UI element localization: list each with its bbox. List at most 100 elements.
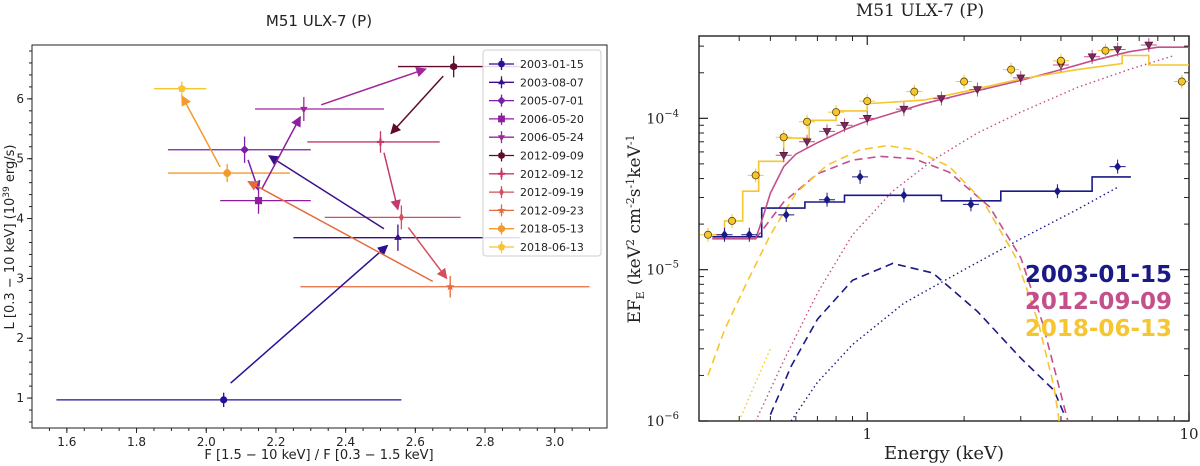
left-chart: M51 ULX-7 (P) 1.6 1.8 2.0 2.2 2.4 2.6 2.8 3.0 1 2… xyxy=(2,12,608,463)
left-plot-area xyxy=(56,55,590,408)
x-tick-label: 1.8 xyxy=(127,435,146,449)
spectral-point-2018-06-13 xyxy=(775,130,792,145)
legend-entry-2012-09-23: 2012-09-23 xyxy=(489,204,584,217)
data-point-2012-09-12 xyxy=(376,138,385,146)
spectral-point-2018-06-13 xyxy=(747,168,764,183)
spectral-point-2018-06-13 xyxy=(906,84,923,99)
diamond-marker xyxy=(900,190,908,200)
spectral-point-2012-09-09 xyxy=(859,111,876,126)
spectral-point-2003-01-15 xyxy=(716,227,733,242)
trajectory-arrow xyxy=(181,94,221,168)
trajectory-arrow xyxy=(383,152,401,211)
triangle-marker xyxy=(779,151,789,160)
spectral-point-2018-06-13 xyxy=(1097,43,1114,58)
legend-label: 2012-09-09 xyxy=(520,150,584,163)
dashed-component-2003-01-15 xyxy=(769,262,1066,416)
y-tick-label: 6 xyxy=(16,92,24,106)
triangle-marker xyxy=(802,138,812,147)
legend-label: 2006-05-20 xyxy=(520,113,584,126)
dotted-component-2018-06-13 xyxy=(738,348,772,421)
diamond-marker xyxy=(967,199,975,209)
legend-entry-2006-05-24: 2006-05-24 xyxy=(489,131,584,144)
legend-label-2018-06-13: 2018-06-13 xyxy=(1025,316,1172,342)
circle-marker xyxy=(779,133,788,142)
legend-marker xyxy=(499,187,504,197)
right-x-axis-label: Energy (keV) xyxy=(884,443,1004,464)
legend-label: 2003-08-07 xyxy=(520,76,584,89)
spectral-point-2012-09-09 xyxy=(895,102,912,117)
legend-entry-2012-09-09: 2012-09-09 xyxy=(489,149,584,163)
legend-marker xyxy=(497,96,506,105)
legend-label: 2005-07-01 xyxy=(520,95,584,108)
legend-label-2003-01-15: 2003-01-15 xyxy=(1025,262,1172,288)
legend-entry-2006-05-20: 2006-05-20 xyxy=(489,112,584,126)
spectral-point-2003-01-15 xyxy=(962,197,979,212)
error-bar-2003-01-15 xyxy=(56,392,402,408)
right-y-axis-label: EFE(keV2 cm-2s-1keV-1 xyxy=(624,134,647,323)
y-tick-label: 10−4 xyxy=(646,108,679,127)
spectral-point-2018-06-13 xyxy=(956,74,973,89)
spectral-point-2018-06-13 xyxy=(1003,62,1020,77)
legend-label: 2018-05-13 xyxy=(520,223,584,236)
legend-label: 2006-05-24 xyxy=(520,131,584,144)
y-tick-label: 10−6 xyxy=(646,411,679,430)
right-plot-clipped xyxy=(700,38,1189,421)
triangle-marker xyxy=(1087,53,1097,62)
triangle-marker xyxy=(840,121,850,130)
y-tick-label: 1 xyxy=(16,391,24,405)
triangle-marker xyxy=(972,86,982,95)
x-tick-label: 2.8 xyxy=(475,435,494,449)
data-point-2005-07-01 xyxy=(240,145,249,154)
spectral-point-2018-06-13 xyxy=(700,227,717,242)
triangle-marker xyxy=(936,95,946,104)
left-x-axis-label: F [1.5 − 10 keV] / F [0.3 − 1.5 keV] xyxy=(204,448,433,463)
legend-marker xyxy=(498,78,505,85)
dashed-component-2018-06-13 xyxy=(707,144,1060,421)
x-tick-label: 10 xyxy=(1179,425,1198,443)
triangle-marker xyxy=(822,128,832,136)
spectral-point-2012-09-09 xyxy=(969,82,986,97)
legend-entry-2012-09-19: 2012-09-19 xyxy=(489,186,584,199)
spectral-point-2012-09-09 xyxy=(836,118,853,133)
diamond-marker xyxy=(823,195,831,205)
spectral-point-2012-09-09 xyxy=(819,124,836,139)
legend-marker xyxy=(498,225,505,233)
diamond-marker xyxy=(1053,186,1061,196)
data-point-2003-01-15 xyxy=(220,396,228,404)
data-point-2006-05-24 xyxy=(300,106,308,114)
spectral-point-2018-06-13 xyxy=(828,105,845,120)
diamond-marker xyxy=(745,230,753,240)
trajectory-arrow xyxy=(268,155,385,230)
circle-marker xyxy=(1177,77,1186,86)
spectral-point-2012-09-09 xyxy=(775,148,792,163)
legend-entry-2003-08-07: 2003-08-07 xyxy=(489,76,584,89)
spectral-point-2003-01-15 xyxy=(895,188,912,203)
dotted-component-2003-01-15 xyxy=(790,186,1118,421)
circle-marker xyxy=(960,77,969,86)
triangle-marker xyxy=(899,105,909,114)
trajectory-arrow xyxy=(247,180,434,283)
spectral-point-2012-09-09 xyxy=(1084,49,1101,64)
dotted-component-2012-09-09 xyxy=(755,54,1175,421)
circle-marker xyxy=(1056,56,1065,65)
spectral-point-2018-06-13 xyxy=(724,213,741,228)
x-tick-label: 2.0 xyxy=(197,435,216,449)
data-point-2006-05-20 xyxy=(254,196,263,205)
circle-marker xyxy=(803,117,812,126)
right-chart: M51 ULX-7 (P) 1 10 10−4 10−5 10−6 Energy (ke… xyxy=(624,1,1199,464)
x-tick-label: 1.6 xyxy=(57,435,76,449)
data-point-2018-06-13 xyxy=(177,84,186,92)
legend-label: 2003-01-15 xyxy=(520,58,584,71)
left-y-axis-label: L [0.3 − 10 keV] (1039 erg/s) xyxy=(2,145,18,330)
circle-marker xyxy=(863,97,872,106)
trajectory-arrow xyxy=(390,75,444,135)
data-point-2018-05-13 xyxy=(223,169,231,177)
trajectory-arrow xyxy=(407,227,448,280)
triangle-marker xyxy=(862,115,872,123)
error-bar-2012-09-23 xyxy=(300,275,590,298)
error-bar-2012-09-12 xyxy=(307,131,440,153)
spectral-point-2003-01-15 xyxy=(819,192,836,207)
legend-marker xyxy=(498,170,505,178)
triangle-marker xyxy=(1144,41,1154,50)
